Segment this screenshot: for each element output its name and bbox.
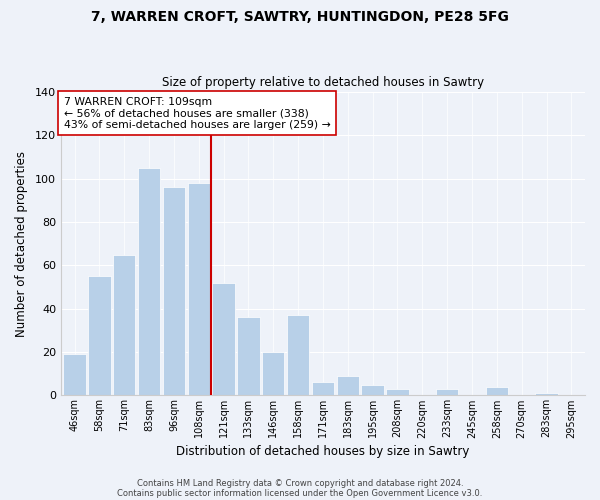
Bar (287, 315, 310, 396)
Title: Size of property relative to detached houses in Sawtry: Size of property relative to detached ho… (162, 76, 484, 90)
Bar (88, 276, 110, 396)
Bar (64, 354, 86, 396)
Bar (337, 376, 359, 396)
Bar (113, 254, 136, 396)
X-axis label: Distribution of detached houses by size in Sawtry: Distribution of detached houses by size … (176, 444, 470, 458)
Text: 7 WARREN CROFT: 109sqm
← 56% of detached houses are smaller (338)
43% of semi-de: 7 WARREN CROFT: 109sqm ← 56% of detached… (64, 96, 331, 130)
Bar (361, 384, 384, 396)
Text: 7, WARREN CROFT, SAWTRY, HUNTINGDON, PE28 5FG: 7, WARREN CROFT, SAWTRY, HUNTINGDON, PE2… (91, 10, 509, 24)
Bar (535, 393, 557, 396)
Y-axis label: Number of detached properties: Number of detached properties (15, 150, 28, 336)
Bar (386, 389, 409, 396)
Bar (188, 183, 210, 396)
Bar (212, 282, 235, 396)
Bar (436, 389, 458, 396)
Text: Contains public sector information licensed under the Open Government Licence v3: Contains public sector information licen… (118, 488, 482, 498)
Bar (237, 318, 260, 396)
Bar (485, 386, 508, 396)
Bar (138, 168, 160, 396)
Bar (163, 188, 185, 396)
Bar (262, 352, 284, 396)
Bar (312, 382, 334, 396)
Text: Contains HM Land Registry data © Crown copyright and database right 2024.: Contains HM Land Registry data © Crown c… (137, 478, 463, 488)
